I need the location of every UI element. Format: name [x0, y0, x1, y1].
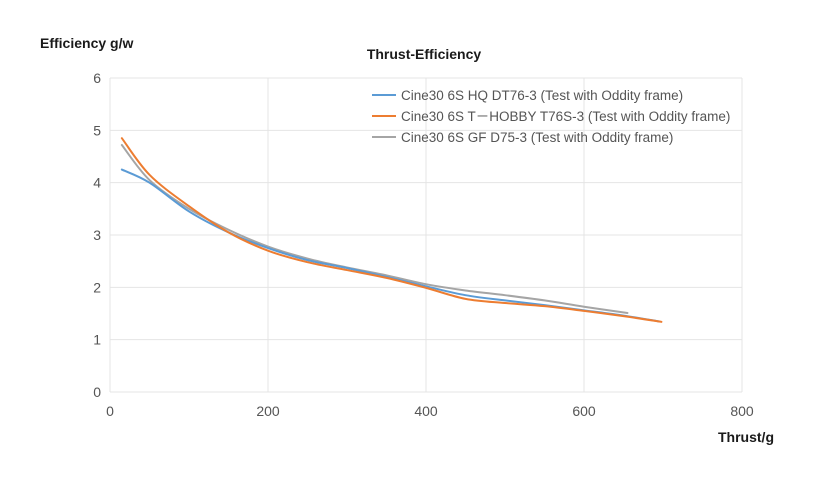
legend-label-3: Cine30 6S GF D75-3 (Test with Oddity fra…	[401, 130, 673, 145]
grid	[109, 77, 743, 393]
legend-label-1: Cine30 6S HQ DT76-3 (Test with Oddity fr…	[401, 88, 683, 103]
x-tick-label: 600	[572, 403, 596, 419]
series-line-2	[120, 137, 663, 323]
y-axis-title: Efficiency g/w	[40, 35, 133, 51]
x-tick-label: 0	[106, 403, 114, 419]
series-line-1	[120, 168, 661, 323]
legend: Cine30 6S HQ DT76-3 (Test with Oddity fr…	[372, 88, 730, 145]
y-tick-label: 3	[93, 227, 101, 243]
x-axis-title: Thrust/g	[718, 429, 774, 445]
x-tick-label: 200	[256, 403, 280, 419]
x-tick-label: 400	[414, 403, 438, 419]
x-tick-label: 800	[730, 403, 754, 419]
chart-title: Thrust-Efficiency	[367, 46, 482, 62]
y-tick-label: 2	[93, 279, 101, 295]
y-tick-label: 1	[93, 332, 101, 348]
legend-label-2: Cine30 6S T－HOBBY T76S-3 (Test with Oddi…	[401, 109, 730, 124]
tick-labels: 0 1 2 3 4 5 6 0 200 400 600 800	[93, 70, 754, 419]
y-tick-label: 6	[93, 70, 101, 86]
series-lines	[120, 137, 663, 323]
y-tick-label: 4	[93, 175, 101, 191]
y-tick-label: 0	[93, 384, 101, 400]
y-tick-label: 5	[93, 122, 101, 138]
